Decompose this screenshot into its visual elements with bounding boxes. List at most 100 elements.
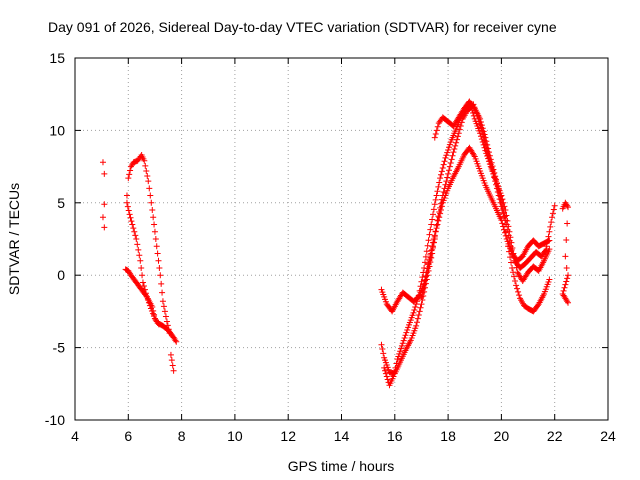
data-point: [146, 185, 153, 192]
data-point: [513, 282, 520, 289]
data-point: [548, 219, 555, 226]
data-point: [170, 367, 177, 374]
data-point: [564, 298, 571, 305]
data-point: [398, 342, 405, 349]
data-point: [483, 150, 490, 157]
data-point: [501, 213, 508, 220]
ticks-layer: [74, 57, 609, 421]
data-point: [480, 141, 487, 148]
data-point: [136, 252, 143, 259]
data-point: [150, 313, 157, 320]
data-point: [397, 348, 404, 355]
grid-layer: [75, 58, 608, 420]
data-point: [101, 224, 108, 231]
data-point: [125, 207, 132, 214]
data-point: [158, 280, 165, 287]
data-point: [155, 321, 162, 328]
data-point: [167, 351, 174, 358]
data-point: [435, 183, 442, 190]
data-point: [133, 236, 140, 242]
data-point: [160, 303, 167, 310]
data-point: [486, 160, 493, 167]
data-point: [470, 112, 477, 119]
data-point: [138, 264, 145, 271]
data-point: [429, 239, 436, 246]
satellite-track-g: [378, 236, 438, 315]
data-point: [434, 123, 441, 130]
data-point: [426, 256, 433, 263]
data-point: [515, 288, 522, 295]
data-point: [507, 234, 514, 241]
data-point: [126, 171, 133, 178]
data-point: [501, 226, 508, 233]
data-point: [404, 326, 411, 333]
data-point: [449, 152, 456, 159]
data-point: [437, 171, 444, 178]
data-point: [442, 154, 449, 161]
data-point: [499, 220, 506, 227]
data-point: [428, 221, 435, 228]
data-point: [127, 167, 134, 174]
data-point: [134, 241, 141, 248]
data-point: [437, 207, 444, 214]
data-point: [477, 118, 484, 125]
data-point: [481, 144, 488, 151]
data-point: [429, 216, 436, 223]
data-point: [152, 236, 159, 242]
data-point: [433, 225, 440, 232]
data-point: [101, 201, 108, 208]
data-point: [443, 178, 450, 185]
data-point: [481, 131, 488, 138]
data-point: [501, 203, 508, 210]
data-point: [149, 207, 156, 214]
data-point: [429, 243, 436, 250]
satellite-track-h: [431, 98, 553, 284]
data-point: [99, 214, 106, 221]
data-point: [419, 289, 426, 296]
data-point: [564, 202, 571, 209]
data-point: [445, 144, 452, 151]
data-point: [564, 275, 571, 282]
data-point: [126, 211, 133, 218]
data-point: [432, 196, 439, 203]
data-point: [433, 127, 440, 134]
data-point: [426, 231, 433, 238]
data-point: [137, 257, 144, 264]
data-point: [419, 297, 426, 304]
data-point: [565, 204, 572, 211]
data-point: [146, 302, 153, 309]
data-point: [415, 312, 422, 319]
data-point: [564, 220, 571, 227]
data-point: [430, 236, 437, 242]
data-point: [135, 246, 142, 253]
data-point: [142, 290, 149, 297]
data-point: [414, 319, 421, 326]
data-point: [504, 217, 511, 224]
data-point: [514, 285, 521, 292]
data-point: [162, 313, 169, 320]
data-point: [154, 250, 161, 257]
data-point: [431, 201, 438, 208]
data-point: [448, 156, 455, 163]
data-point: [425, 260, 432, 267]
data-point: [563, 236, 570, 243]
data-point: [431, 134, 438, 141]
data-point: [436, 179, 443, 186]
data-point: [503, 212, 510, 219]
data-point: [447, 159, 454, 166]
data-point: [500, 199, 507, 206]
data-point: [168, 357, 175, 364]
data-point: [410, 309, 417, 316]
x-tick-label: 14: [334, 428, 350, 444]
data-point: [438, 168, 445, 175]
x-tick-label: 24: [600, 428, 616, 444]
data-point: [402, 332, 409, 339]
data-point: [506, 228, 513, 235]
data-point: [498, 217, 505, 224]
data-point: [147, 192, 154, 199]
data-point: [130, 225, 137, 232]
data-point: [379, 346, 386, 353]
data-point: [395, 353, 402, 360]
data-point: [390, 373, 397, 380]
data-point: [563, 264, 570, 271]
